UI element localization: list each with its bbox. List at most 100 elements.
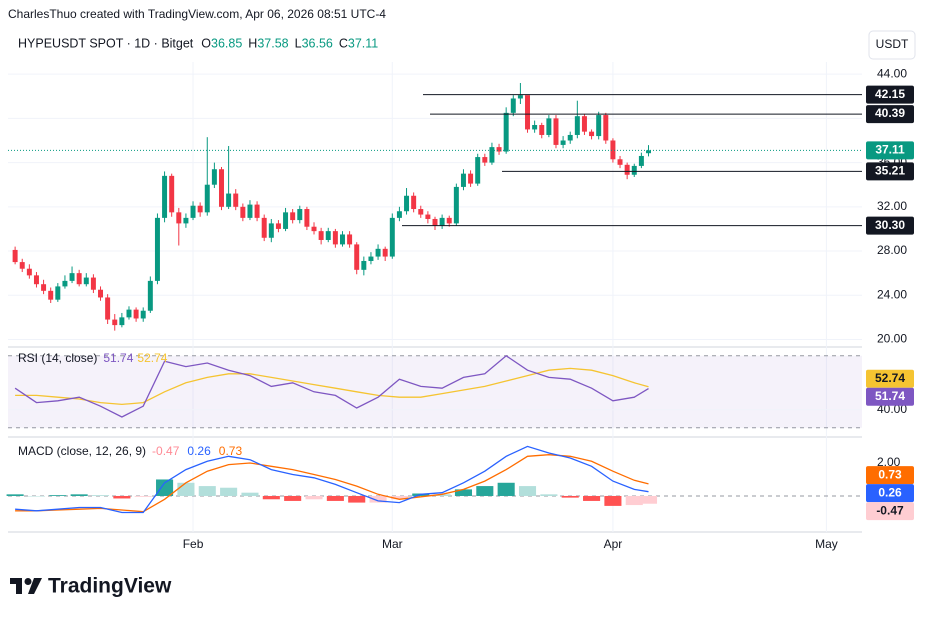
level-label-box (866, 162, 914, 181)
macd-histogram-bar (70, 494, 88, 496)
y-tick-label: 20.00 (877, 332, 907, 346)
ohlc-key: H (248, 36, 257, 50)
candle-body (489, 147, 495, 163)
candle-body (275, 223, 281, 229)
rsi-label: 51.74 (875, 389, 905, 403)
macd-signal-label: 0.73 (878, 467, 902, 481)
candle-body (154, 217, 160, 281)
candle-body (347, 234, 353, 245)
candle-body (425, 214, 431, 219)
logo-part (24, 578, 32, 585)
ohlc-key: O (201, 36, 211, 50)
candle-body (482, 157, 488, 163)
candle-body (581, 116, 587, 132)
candle-body (446, 217, 452, 224)
candle-body (76, 273, 82, 285)
candle-body (510, 98, 516, 113)
candle-body (389, 217, 395, 257)
level-label: 30.30 (875, 218, 905, 232)
candle-body (112, 319, 118, 326)
candle-body (268, 223, 274, 238)
macd-histogram-bar (6, 494, 24, 496)
rsi-ma-label-box (866, 369, 914, 388)
candle-body (617, 159, 623, 165)
candle-body (261, 217, 267, 238)
ohlc-value: 36.56 (302, 36, 333, 50)
candle-body (190, 205, 196, 218)
macd-histogram-bar (49, 495, 67, 496)
candle-body (404, 195, 410, 212)
macd-histogram-bar (198, 486, 216, 496)
candle-body (532, 125, 538, 130)
macd-histogram-bar (540, 494, 558, 496)
ohlc-key: C (339, 36, 348, 50)
candle-body (396, 211, 402, 218)
macd-label-box (866, 484, 914, 503)
candle-body (560, 140, 566, 145)
rsi-value: 51.74 (103, 351, 133, 365)
level-label: 35.21 (875, 164, 905, 178)
candle-body (589, 131, 595, 137)
ohlc-value: 37.58 (257, 36, 288, 50)
currency-button[interactable] (868, 30, 916, 60)
candle-body (311, 226, 317, 232)
x-tick-label: Apr (604, 537, 623, 551)
candle-body (83, 277, 89, 285)
macd-histogram-bar (583, 495, 601, 501)
macd-signal-label-box (866, 466, 914, 485)
macd-histogram-bar (625, 495, 643, 506)
macd-value: 0.26 (187, 444, 211, 458)
macd-histogram-label-box (866, 502, 914, 521)
candle-body (596, 115, 602, 137)
candle-body (325, 231, 331, 240)
brand-name: TradingView (48, 575, 172, 598)
candle-body (19, 262, 25, 269)
rsi-ma-line (15, 367, 649, 406)
ohlc-value: 36.85 (211, 36, 242, 50)
macd-histogram-bar (134, 495, 152, 497)
candle-body (574, 116, 580, 135)
candle-body (12, 249, 18, 263)
candle-body (382, 248, 388, 257)
y-tick-label: 44.00 (877, 66, 907, 80)
candle-body (354, 244, 360, 270)
candle-body (411, 195, 417, 210)
candle-body (631, 165, 637, 175)
candle-body (48, 290, 54, 300)
brand-logo (10, 578, 42, 594)
x-tick-label: May (815, 537, 838, 551)
candle-body (638, 155, 644, 166)
level-label-box (866, 105, 914, 124)
macd-histogram-label: -0.47 (876, 503, 904, 517)
candle-body (169, 175, 175, 213)
level-label-box (866, 216, 914, 235)
candle-body (418, 209, 424, 215)
macd-histogram-bar (113, 495, 131, 499)
candle-body (219, 169, 224, 207)
candle-body (283, 212, 289, 229)
candle-body (140, 310, 146, 319)
candle-body (254, 204, 260, 218)
macd-histogram-bar (476, 486, 494, 496)
candle-body (290, 212, 296, 221)
macd-histogram-bar (220, 487, 238, 496)
macd-signal-line (15, 454, 649, 513)
candle-body (183, 217, 189, 224)
candle-body (133, 309, 139, 319)
ohlc-key: L (295, 36, 302, 50)
macd-histogram-value: -0.47 (152, 444, 180, 458)
macd-histogram-bar (177, 482, 195, 496)
candle-body (375, 248, 381, 257)
candle-body (460, 173, 466, 187)
attribution: CharlesThuo created with TradingView.com… (8, 7, 386, 21)
candle-body (468, 173, 474, 184)
macd-histogram-bar (604, 495, 622, 506)
x-tick-label: Feb (183, 537, 204, 551)
currency-label: USDT (876, 37, 909, 51)
level-label: 40.39 (875, 106, 905, 120)
logo-part (28, 578, 42, 594)
macd-tick-label: 2.00 (877, 455, 901, 469)
candle-body (162, 175, 168, 218)
level-label: 42.15 (875, 87, 905, 101)
